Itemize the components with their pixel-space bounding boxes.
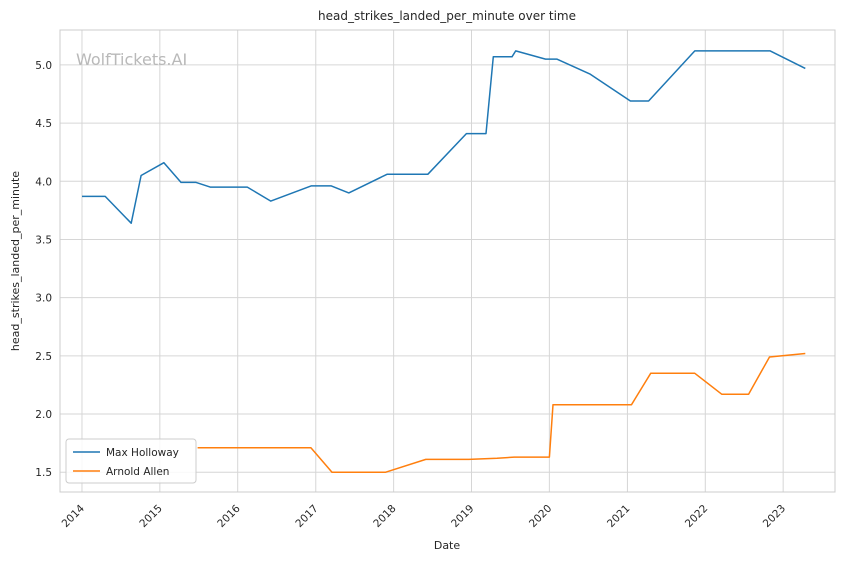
y-tick-label: 1.5 xyxy=(35,467,52,479)
x-tick-label: 2022 xyxy=(683,503,710,530)
y-tick-label: 3.0 xyxy=(35,293,52,305)
legend-label-1: Arnold Allen xyxy=(106,466,169,478)
x-tick-label: 2018 xyxy=(371,503,398,530)
y-tick-label: 3.5 xyxy=(35,234,52,246)
x-tick-label: 2014 xyxy=(60,502,88,530)
legend-box xyxy=(65,438,197,484)
plot-area xyxy=(59,29,836,493)
legend: Max Holloway Arnold Allen xyxy=(65,438,197,484)
x-tick-label: 2021 xyxy=(605,503,632,530)
watermark-text: WolfTickets.AI xyxy=(76,50,187,69)
plot-background xyxy=(60,30,835,492)
plot-border xyxy=(59,29,836,493)
x-tick-label: 2017 xyxy=(293,503,320,530)
x-axis-label: Date xyxy=(434,539,461,552)
legend-label-0: Max Holloway xyxy=(106,447,179,459)
y-axis-label: head_strikes_landed_per_minute xyxy=(9,171,22,351)
x-tick-label: 2016 xyxy=(215,502,243,530)
x-tick-label: 2019 xyxy=(449,503,476,530)
y-tick-label: 2.0 xyxy=(35,409,52,421)
y-tick-label: 5.0 xyxy=(35,60,52,72)
y-tick-label: 4.5 xyxy=(35,118,52,130)
series-line-0 xyxy=(82,50,806,224)
chart-title: head_strikes_landed_per_minute over time xyxy=(318,9,576,23)
series-line-1 xyxy=(197,352,806,473)
x-tick-label: 2023 xyxy=(761,503,788,530)
x-tick-label: 2015 xyxy=(137,503,164,530)
y-tick-label: 4.0 xyxy=(35,176,52,188)
x-tick-label: 2020 xyxy=(527,503,554,530)
y-tick-label: 2.5 xyxy=(35,351,52,363)
